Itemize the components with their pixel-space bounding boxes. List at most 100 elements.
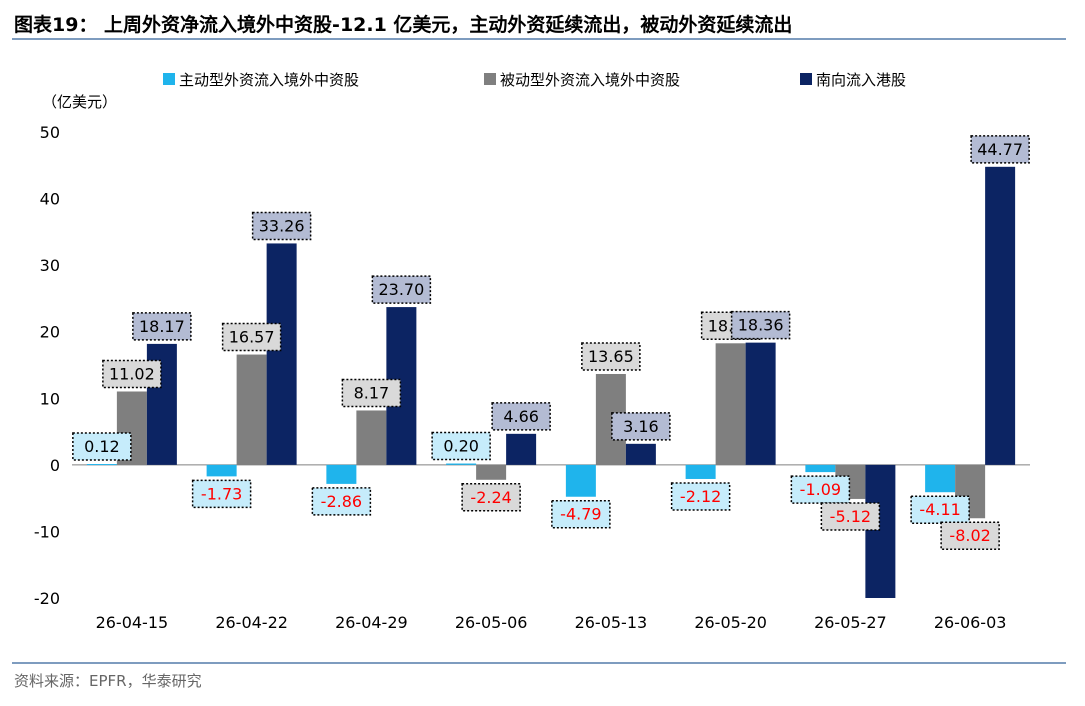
y-tick-label: 40 [40, 190, 60, 209]
legend-label: 被动型外资流入境外中资股 [500, 71, 680, 89]
data-label: 4.66 [491, 402, 551, 431]
data-label-text: -5.12 [830, 507, 871, 526]
data-label: 13.65 [581, 342, 641, 371]
data-label-box [730, 310, 791, 340]
data-label-box [221, 322, 282, 352]
data-label: -8.02 [940, 521, 1000, 550]
data-label: 3.16 [611, 412, 671, 441]
bar [625, 443, 656, 465]
y-tick-label: 50 [40, 123, 60, 142]
bar [565, 464, 596, 497]
data-label: -5.12 [820, 502, 881, 531]
bar [805, 464, 836, 473]
data-label-box [431, 431, 491, 461]
x-tick-label: 26-04-29 [335, 613, 408, 632]
data-label-text: 33.26 [259, 216, 305, 235]
bar [715, 343, 746, 465]
data-label: 0.20 [431, 431, 491, 461]
data-label: 0.12 [72, 432, 132, 461]
bar [206, 464, 237, 477]
y-tick-label: 20 [40, 323, 60, 342]
data-label-box [461, 483, 521, 512]
data-label: 23.70 [371, 275, 432, 304]
x-tick-label: 26-04-22 [215, 613, 288, 632]
y-tick-label: 0 [50, 456, 60, 475]
data-label-text: -1.73 [201, 484, 242, 503]
data-label: -2.12 [670, 482, 731, 511]
data-label: 44.77 [970, 135, 1030, 164]
bar [925, 464, 956, 493]
data-label: 18.17 [132, 312, 192, 341]
legend-swatch [484, 73, 496, 85]
legend-swatch [163, 73, 175, 85]
bar [865, 464, 896, 598]
data-label-box [371, 275, 432, 304]
data-label-text: -4.11 [919, 500, 960, 519]
legend-item: 主动型外资流入境外中资股 [163, 71, 359, 89]
data-label: 16.57 [221, 322, 282, 352]
chart-title: 图表19： 上周外资净流入境外中资股-12.1 亿美元，主动外资延续流出，被动外… [14, 14, 793, 36]
data-label-text: -8.02 [949, 526, 990, 545]
bar [356, 410, 387, 465]
bar [745, 342, 776, 465]
y-tick-label: -10 [34, 522, 60, 541]
data-label-box [102, 359, 162, 389]
x-tick-label: 26-06-03 [934, 613, 1007, 632]
source-note: 资料来源：EPFR，华泰研究 [14, 672, 202, 690]
data-label-text: -2.24 [470, 488, 511, 507]
legend-item: 南向流入港股 [800, 71, 906, 89]
bar [685, 464, 716, 479]
data-label-box [191, 479, 252, 509]
data-label-box [910, 495, 970, 524]
x-tick-label: 26-05-20 [694, 613, 767, 632]
data-label-text: 13.65 [588, 347, 634, 366]
data-label: 8.17 [341, 378, 402, 408]
data-label: -2.24 [461, 483, 521, 512]
data-label-text: -2.12 [680, 487, 721, 506]
data-label: -4.11 [910, 495, 970, 524]
data-label-text: 0.12 [84, 437, 120, 456]
data-label-text: 0.20 [443, 437, 479, 456]
data-label: -4.79 [551, 499, 611, 529]
data-label-box [72, 432, 132, 461]
y-tick-label: -20 [34, 589, 60, 608]
data-label-text: 44.77 [977, 140, 1023, 159]
data-label-box [551, 499, 611, 529]
x-tick-label: 26-05-06 [455, 613, 528, 632]
data-label-text: -2.86 [321, 492, 362, 511]
bar [506, 433, 537, 465]
bar [476, 464, 507, 480]
bar [86, 464, 117, 466]
x-tick-label: 26-05-27 [814, 613, 887, 632]
bar [446, 463, 477, 465]
data-label-text: 3.16 [623, 417, 659, 436]
bar [236, 354, 267, 465]
data-label-box [670, 482, 731, 511]
y-axis-unit-label: （亿美元） [42, 93, 117, 111]
footer-divider [12, 662, 1066, 664]
data-label-box [611, 412, 671, 441]
y-tick-label: 10 [40, 389, 60, 408]
data-label-box [820, 502, 881, 531]
data-label: 11.02 [102, 359, 162, 389]
data-label-text: 11.02 [109, 364, 155, 383]
legend-swatch [800, 73, 812, 85]
data-label-box [132, 312, 192, 341]
data-label: -2.86 [311, 487, 372, 516]
data-label-box [311, 487, 372, 516]
data-label-box [581, 342, 641, 371]
data-label-box [970, 135, 1030, 164]
data-label-box [790, 475, 851, 504]
data-label-box [491, 402, 551, 431]
data-label-box [341, 378, 402, 408]
data-label-box [940, 521, 1000, 550]
data-label-text: -4.79 [560, 505, 601, 524]
data-label-text: 16.57 [229, 328, 275, 347]
data-label-text: 23.70 [378, 280, 424, 299]
data-label: -1.09 [790, 475, 851, 504]
data-label: 33.26 [251, 211, 312, 241]
bar [326, 464, 357, 484]
data-label-text: 18.17 [139, 317, 185, 336]
bar [266, 243, 297, 465]
data-label-text: 4.66 [503, 407, 539, 426]
